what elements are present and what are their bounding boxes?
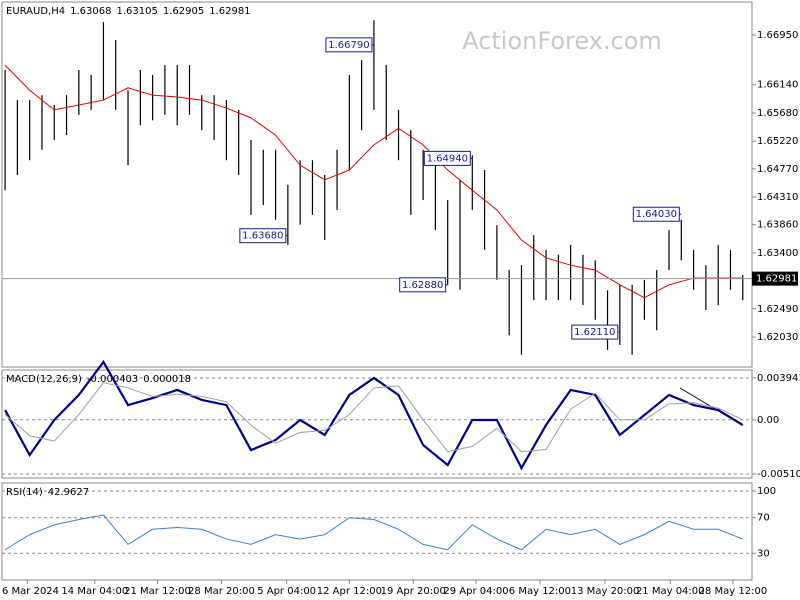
x-tick-label: 13 May 20:00 [571,586,640,597]
y-tick-label: 1.64770 [757,164,798,175]
indicator-line [4,514,743,551]
indicator-line [4,359,744,471]
y-tick-label: 1.62490 [757,304,798,315]
title-text: EURAUD,H4 [6,6,65,17]
indicator-line [4,382,743,453]
y-tick-label: 1.62030 [757,332,798,343]
y-tick-label: 1.66140 [757,80,798,91]
title-text: RSI(14) [6,487,43,498]
x-tick-label: 12 Apr 12:00 [317,586,382,597]
y-tick-label: 100 [757,486,776,497]
x-tick-label: 14 Mar 04:00 [61,586,128,597]
readout-value: 1.62905 [163,6,204,17]
annotation-label: 1.64940 [427,153,468,164]
annotation-label: 1.64030 [636,209,677,220]
x-tick-label: 21 Mar 12:00 [124,586,191,597]
x-tick-label: 6 May 12:00 [509,586,571,597]
annotation-label: 1.62880 [402,280,443,291]
panel-frame [1,1,753,368]
y-tick-label: 0.003941 [757,373,800,384]
x-tick-label: 6 Mar 2024 [2,586,59,597]
readout-value: 1.63068 [70,6,111,17]
y-tick-label: 0.00 [757,415,779,426]
y-tick-label: 1.64310 [757,192,798,203]
panel-title: RSI(14) 42.9627 [6,487,89,498]
y-tick-label: 1.63860 [757,220,798,231]
panel-title: EURAUD,H4 1.63068 1.63105 1.62905 1.62981 [6,6,251,17]
title-text: MACD(12,26,9) [6,374,82,385]
y-tick-label: 1.66950 [757,30,798,41]
current-price-label: 1.62981 [756,274,797,285]
panel-title: MACD(12,26,9) -0.000403 0.000018 [6,374,191,385]
x-tick-label: 29 Apr 04:00 [443,586,508,597]
watermark: ActionForex.com [462,27,662,55]
x-tick-label: 28 May 12:00 [699,586,768,597]
y-tick-label: 70 [757,513,770,524]
y-tick-label: 1.65680 [757,108,798,119]
x-tick-label: 19 Apr 20:00 [381,586,446,597]
annotation-label: 1.66790 [328,40,369,51]
y-tick-label: -0.005103 [757,469,800,480]
y-tick-label: 1.65220 [757,136,798,147]
readout-value: 42.9627 [48,487,89,498]
x-tick-label: 28 Mar 20:00 [188,586,255,597]
panel-frame [1,369,753,479]
y-tick-label: 1.63400 [757,248,798,259]
readout-value: 0.000018 [143,374,191,385]
annotation-label: 1.63680 [242,231,283,242]
readout-value: 1.62981 [209,6,250,17]
x-tick-label: 5 Apr 04:00 [257,586,316,597]
panel-frame [1,482,753,581]
y-tick-label: 30 [757,548,770,559]
x-tick-label: 21 May 04:00 [636,586,705,597]
readout-value: 1.63105 [116,6,157,17]
moving-average [4,64,743,299]
current-price-box [752,271,798,286]
annotation-label: 1.62110 [574,327,615,338]
